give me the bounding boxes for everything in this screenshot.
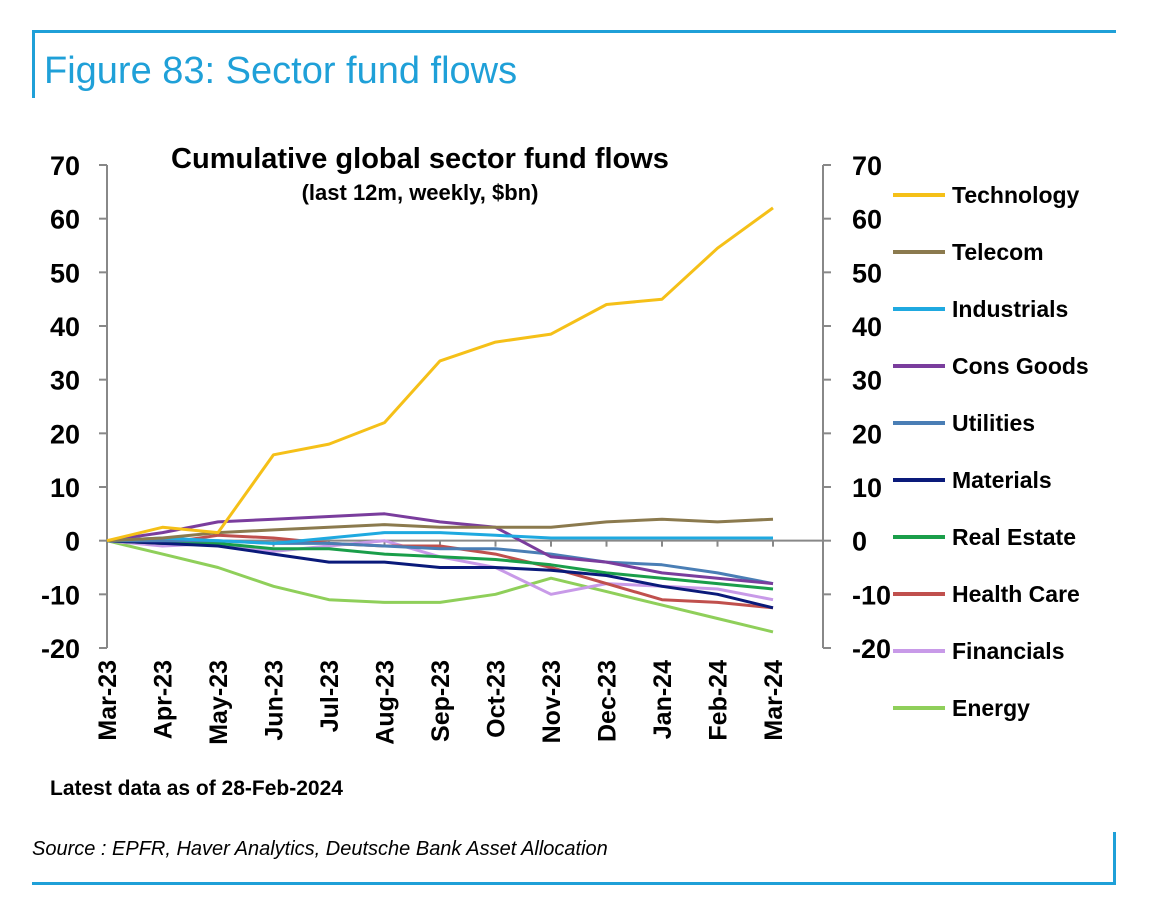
right-tick-label: -10 — [852, 580, 891, 610]
series-line-technology — [106, 206, 774, 543]
x-tick-label: Feb-24 — [705, 660, 733, 741]
left-y-axis: 70 60 50 40 30 20 10 0 -10 -20 — [41, 151, 108, 664]
right-tick-label: -20 — [852, 634, 891, 664]
left-tick-label: 20 — [50, 419, 80, 449]
x-tick-label: Apr-23 — [150, 660, 178, 739]
left-tick-label: 0 — [65, 527, 80, 557]
series-line-industrials — [106, 531, 773, 545]
frame-right-rule — [1113, 832, 1116, 885]
legend-label: Telecom — [952, 239, 1044, 265]
series-lines — [106, 206, 774, 634]
left-tick-label: 50 — [50, 258, 80, 288]
frame-left-rule — [32, 30, 35, 98]
right-tick-label: 10 — [852, 473, 882, 503]
x-axis: Mar-23 Apr-23 May-23 Jun-23 Jul-23 Aug-23 Sep-… — [94, 539, 823, 745]
x-tick-label: Sep-23 — [427, 660, 455, 742]
right-y-axis: 70 60 50 40 30 20 10 0 -10 -20 — [822, 151, 891, 664]
legend-label: Materials — [952, 467, 1052, 493]
right-tick-label: 50 — [852, 258, 882, 288]
series-line-real-estate — [106, 539, 774, 591]
right-tick-label: 60 — [852, 205, 882, 235]
x-tick-label: Jan-24 — [649, 660, 677, 739]
left-tick-label: 10 — [50, 473, 80, 503]
legend-label: Cons Goods — [952, 353, 1089, 379]
right-tick-label: 0 — [852, 527, 867, 557]
legend: Technology Telecom Industrials Cons Goods Ut… — [893, 182, 1089, 721]
frame-bottom-rule — [32, 882, 1116, 885]
x-tick-label: Jun-23 — [261, 660, 289, 741]
latest-data-note: Latest data as of 28-Feb-2024 — [50, 777, 343, 800]
x-tick-label: Mar-24 — [760, 660, 788, 741]
legend-label: Real Estate — [952, 524, 1076, 550]
right-tick-label: 70 — [852, 151, 882, 181]
series-line-materials — [106, 539, 774, 610]
left-tick-label: 60 — [50, 205, 80, 235]
source-note: Source : EPFR, Haver Analytics, Deutsche… — [32, 838, 608, 860]
chart-title: Cumulative global sector fund flows — [171, 143, 669, 175]
legend-label: Energy — [952, 695, 1030, 721]
x-tick-label: Jul-23 — [316, 660, 344, 732]
left-tick-label: 30 — [50, 366, 80, 396]
x-tick-label: Dec-23 — [594, 660, 622, 742]
legend-label: Technology — [952, 182, 1080, 208]
left-tick-label: -20 — [41, 634, 80, 664]
series-line-health-care — [106, 533, 774, 610]
x-tick-label: Mar-23 — [94, 660, 122, 741]
legend-label: Utilities — [952, 410, 1035, 436]
left-tick-label: 70 — [50, 151, 80, 181]
right-tick-label: 20 — [852, 419, 882, 449]
frame-top-rule — [32, 30, 1116, 33]
figure-title: Figure 83: Sector fund flows — [44, 50, 518, 92]
x-tick-label: May-23 — [205, 660, 233, 745]
legend-label: Industrials — [952, 296, 1068, 322]
chart-subtitle: (last 12m, weekly, $bn) — [302, 180, 539, 205]
legend-label: Health Care — [952, 581, 1080, 607]
series-line-energy — [106, 539, 774, 634]
left-tick-label: -10 — [41, 580, 80, 610]
right-tick-label: 40 — [852, 312, 882, 342]
left-tick-label: 40 — [50, 312, 80, 342]
legend-label: Financials — [952, 638, 1064, 664]
x-tick-label: Aug-23 — [372, 660, 400, 745]
x-tick-label: Nov-23 — [538, 660, 566, 743]
series-line-cons-goods — [106, 512, 774, 586]
right-tick-label: 30 — [852, 366, 882, 396]
x-tick-label: Oct-23 — [483, 660, 511, 738]
